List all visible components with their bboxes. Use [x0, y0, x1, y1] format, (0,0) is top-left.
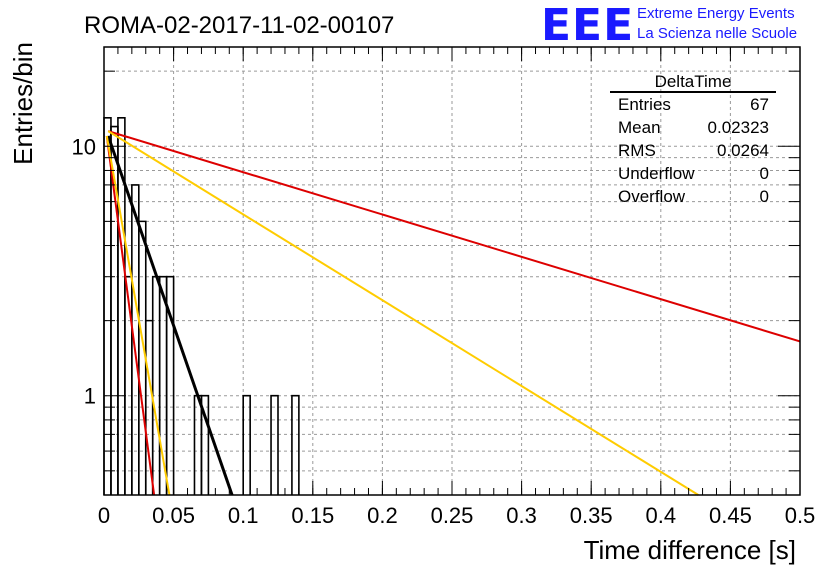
- x-tick-label: 0.15: [291, 503, 334, 528]
- stats-row-label: Entries: [618, 95, 671, 114]
- fit-curve: [105, 135, 156, 496]
- grid: [104, 47, 800, 496]
- y-tick-labels: 1 10: [72, 134, 96, 408]
- x-tick-label: 0.3: [506, 503, 537, 528]
- stats-box: DeltaTime Entries 67 Mean 0.02323 RMS 0.0264 U…: [610, 72, 776, 206]
- logo-mark: EEE: [541, 0, 634, 51]
- histogram-bar: [270, 394, 279, 495]
- logo-line-1: Extreme Energy Events: [637, 5, 795, 22]
- histogram-bar: [144, 319, 154, 495]
- stats-row-label: Mean: [618, 118, 661, 137]
- logo-line-2: La Scienza nelle Scuole: [637, 25, 797, 42]
- stats-row-value: 67: [750, 95, 769, 114]
- x-tick-label: 0.45: [709, 503, 752, 528]
- stats-row-value: 0: [760, 187, 769, 206]
- stats-row-label: Underflow: [618, 164, 695, 183]
- fit-curve: [107, 130, 699, 496]
- stats-row-value: 0.0264: [717, 141, 769, 160]
- x-tick-label: 0.25: [431, 503, 474, 528]
- y-tick-label: 10: [72, 134, 96, 159]
- histogram-bar: [124, 275, 133, 495]
- histogram-bar: [151, 275, 161, 495]
- histogram-bar: [193, 394, 203, 495]
- histogram-bar: [103, 117, 112, 495]
- histogram-bars: [103, 117, 300, 495]
- histogram-bar: [200, 394, 210, 495]
- fit-curve: [105, 135, 171, 496]
- y-tick-label: 1: [84, 384, 96, 409]
- x-tick-labels: 0 0.05 0.1 0.15 0.2 0.25 0.3 0.35 0.4 0.45 0.5: [98, 503, 815, 528]
- histogram-bar: [165, 275, 175, 495]
- x-tick-label: 0.35: [570, 503, 613, 528]
- histogram-bar: [242, 394, 251, 495]
- x-tick-label: 0: [98, 503, 110, 528]
- stats-row-value: 0: [760, 164, 769, 183]
- y-axis-title: Entries/bin: [8, 42, 38, 165]
- x-tick-label: 0.2: [367, 503, 398, 528]
- axis-ticks: [103, 47, 801, 496]
- stats-row-label: RMS: [618, 141, 656, 160]
- fit-curve: [106, 135, 234, 496]
- x-tick-label: 0.05: [152, 503, 195, 528]
- x-tick-label: 0.5: [785, 503, 816, 528]
- fit-curves: [105, 130, 801, 496]
- x-tick-label: 0.4: [646, 503, 677, 528]
- stats-row-value: 0.02323: [708, 118, 769, 137]
- stats-rows: Entries 67 Mean 0.02323 RMS 0.0264 Underflow 0 O…: [618, 95, 769, 206]
- x-axis-title: Time difference [s]: [584, 535, 796, 565]
- fit-curve: [107, 130, 801, 343]
- run-title: ROMA-02-2017-11-02-00107: [84, 12, 394, 39]
- histogram-bar: [291, 394, 300, 495]
- stats-title: DeltaTime: [655, 72, 732, 91]
- x-tick-label: 0.1: [228, 503, 259, 528]
- eee-logo: EEE Extreme Energy Events La Scienza nel…: [541, 0, 797, 51]
- stats-row-label: Overflow: [618, 187, 686, 206]
